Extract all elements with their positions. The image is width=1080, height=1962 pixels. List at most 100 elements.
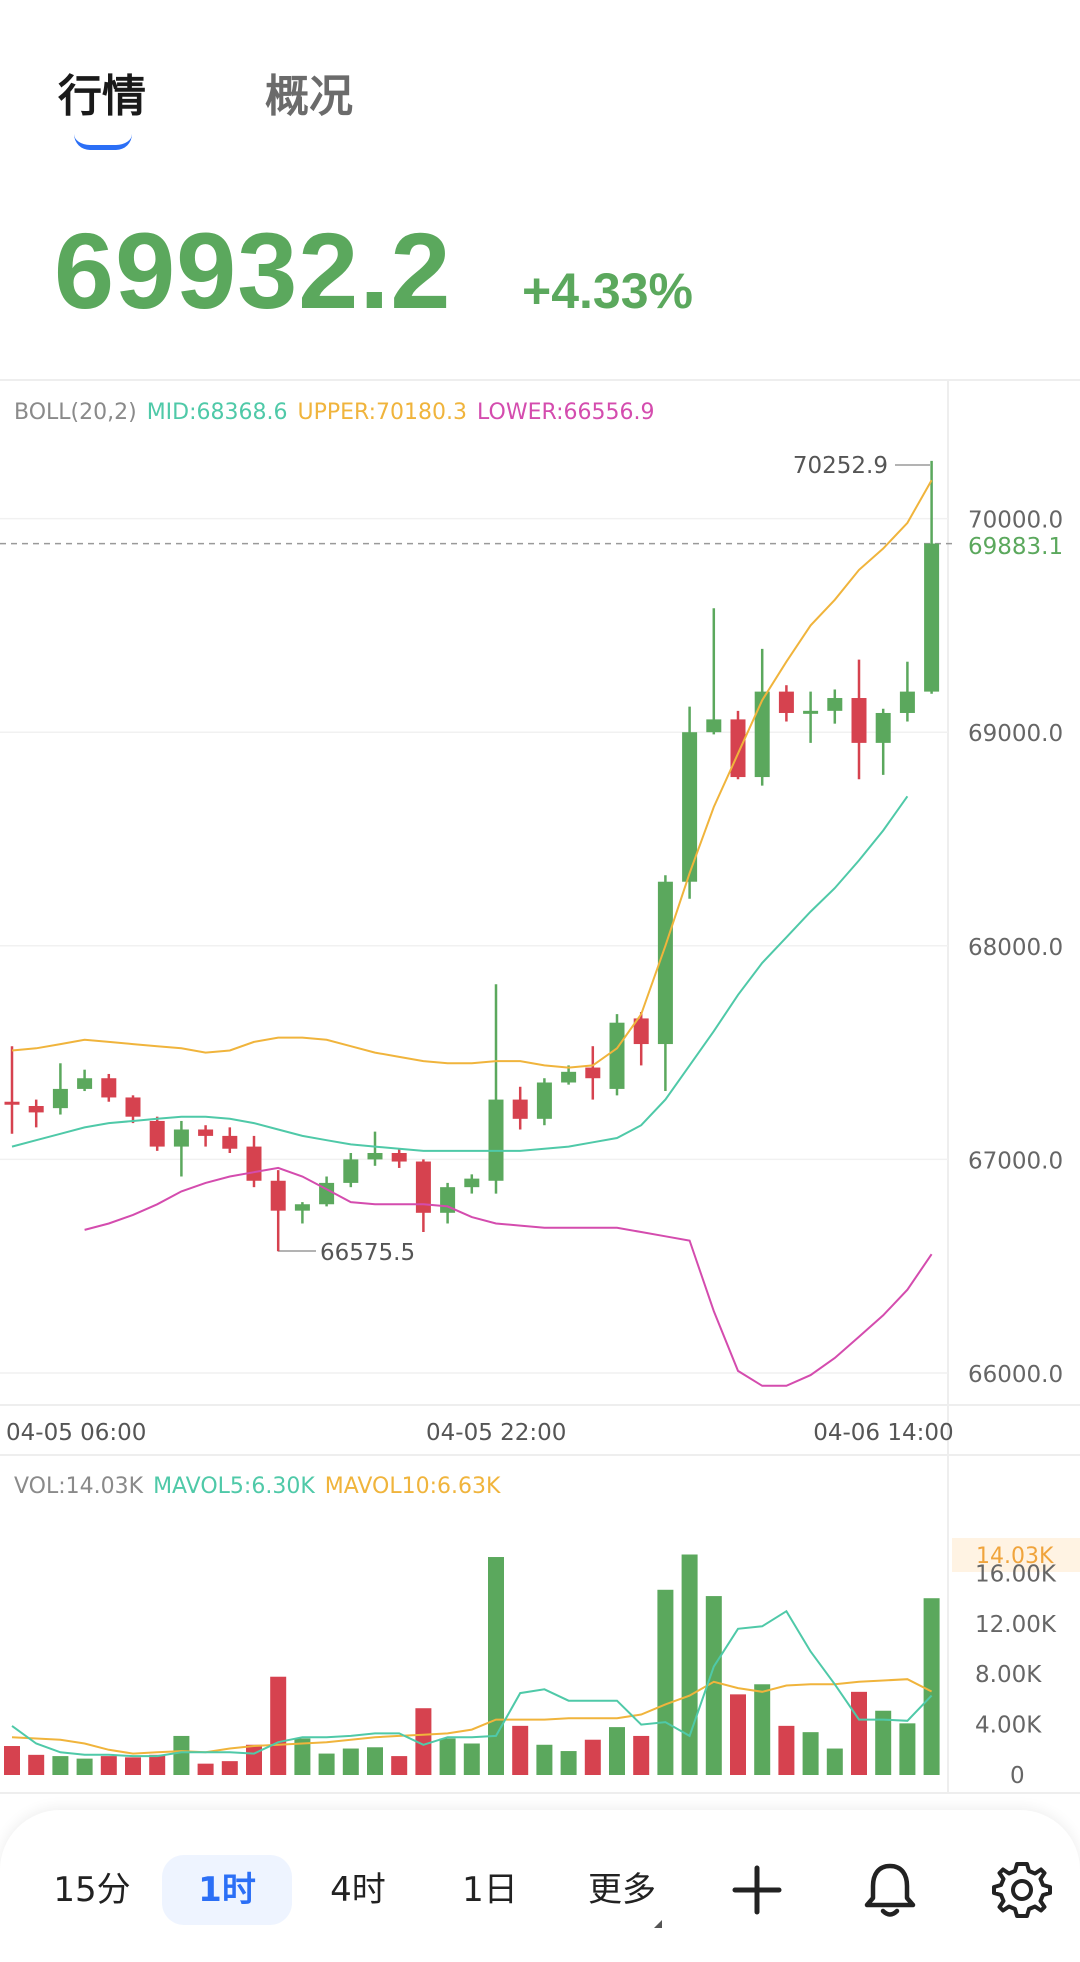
plus-icon[interactable] — [725, 1858, 789, 1922]
volume-bar — [826, 1748, 843, 1775]
bell-icon[interactable] — [858, 1858, 922, 1922]
candle-body — [149, 1120, 165, 1147]
volume-bar — [512, 1725, 529, 1775]
volume-bar — [923, 1598, 940, 1775]
timeframe-1d[interactable]: 1日 — [462, 1870, 518, 1910]
volume-bar — [270, 1676, 287, 1775]
tab-market[interactable]: 行情 — [58, 71, 146, 122]
volume-bar — [391, 1756, 408, 1775]
boll-mid-line — [11, 795, 909, 1152]
candle-body — [198, 1129, 214, 1136]
boll-lower-line — [84, 1166, 933, 1387]
candle-body — [294, 1204, 310, 1211]
candle-body — [706, 719, 722, 733]
candle-body — [77, 1078, 93, 1089]
candle-body — [4, 1101, 20, 1105]
volume-bar — [584, 1739, 601, 1775]
candle-body — [633, 1018, 649, 1045]
candle-body — [125, 1097, 141, 1117]
volume-bar — [294, 1738, 311, 1775]
mavol5-line — [11, 1609, 933, 1758]
candle-body — [270, 1180, 286, 1211]
candle-body — [827, 698, 843, 711]
volume-axis-tick: 16.00K — [975, 1561, 1057, 1587]
volume-bar — [246, 1744, 262, 1775]
volume-bar — [488, 1557, 504, 1775]
gear-icon[interactable] — [990, 1858, 1054, 1922]
price-axis-tick: 68000.0 — [968, 935, 1063, 961]
candle-body — [730, 719, 746, 778]
timeframe-1h[interactable]: 1时 — [162, 1855, 292, 1925]
volume-bar — [342, 1748, 359, 1775]
candle-body — [28, 1106, 44, 1113]
volume-bar — [609, 1727, 625, 1775]
current-volume-tag: 14.03K — [976, 1544, 1054, 1569]
candle-body — [803, 710, 819, 714]
candle-body — [488, 1099, 504, 1181]
candle-body — [101, 1078, 117, 1098]
volume-axis-tick: 4.00K — [975, 1713, 1042, 1739]
candle-body — [754, 691, 770, 778]
volume-bar — [899, 1723, 916, 1775]
volume-bar — [754, 1684, 771, 1775]
timeframe-4h[interactable]: 4时 — [330, 1870, 386, 1910]
mavol5-label: MAVOL5:6.30K — [153, 1474, 315, 1499]
timeframe-15m[interactable]: 15分 — [53, 1870, 131, 1910]
candle-body — [367, 1152, 383, 1160]
volume-bar — [705, 1596, 722, 1775]
volume-bar — [802, 1732, 819, 1775]
price-axis-tick: 70000.0 — [968, 508, 1063, 534]
volume-bar — [197, 1763, 214, 1775]
volume-bar — [633, 1735, 650, 1775]
boll-lower-value: LOWER:66556.9 — [477, 400, 654, 425]
more-dropdown-indicator — [654, 1920, 662, 1928]
volume-axis-tick: 0 — [1010, 1763, 1025, 1789]
candle-body — [246, 1146, 262, 1181]
candle-body — [536, 1082, 552, 1119]
volume-axis-tick: 12.00K — [975, 1612, 1057, 1638]
candle-body — [585, 1067, 601, 1079]
time-axis-tick: 04-06 14:00 — [813, 1420, 953, 1446]
vol-label: VOL:14.03K — [14, 1474, 144, 1499]
volume-bar — [657, 1589, 674, 1775]
volume-axis-tick: 8.00K — [975, 1662, 1042, 1688]
mavol10-label: MAVOL10:6.63K — [325, 1474, 501, 1499]
price-chart[interactable]: BOLL(20,2) MID:68368.6 UPPER:70180.3 LOW… — [0, 0, 1080, 1810]
candle-body — [173, 1129, 189, 1147]
current-price-tag: 69883.1 — [968, 534, 1063, 560]
volume-bar — [28, 1754, 45, 1775]
candle-body — [222, 1135, 238, 1149]
candle-body — [778, 691, 794, 713]
tab-overview[interactable]: 概况 — [265, 71, 353, 122]
volume-bar — [851, 1691, 867, 1775]
volume-bar — [100, 1756, 117, 1775]
volume-bar — [173, 1735, 190, 1775]
current-price-tag-bg — [952, 528, 1080, 564]
candle-body — [512, 1099, 528, 1119]
candle-body — [391, 1152, 407, 1162]
active-tab-indicator — [74, 134, 132, 150]
candle-body — [899, 691, 915, 713]
boll-label: BOLL(20,2) — [14, 400, 137, 425]
candle-body — [52, 1088, 68, 1109]
candle-body — [682, 732, 698, 882]
candle-body — [343, 1159, 359, 1183]
price-axis-tick: 67000.0 — [968, 1148, 1063, 1174]
volume-bar — [439, 1738, 456, 1775]
volume-bar — [52, 1756, 69, 1775]
price-change-percent: +4.33% — [522, 263, 693, 319]
volume-bar — [560, 1751, 577, 1775]
candle-body — [875, 712, 891, 743]
volume-bar — [367, 1747, 383, 1775]
volume-bar — [463, 1743, 480, 1775]
candle-body — [464, 1178, 480, 1188]
mavol10-line — [11, 1678, 933, 1755]
candle-body — [851, 698, 867, 743]
candle-body — [924, 543, 940, 692]
price-axis-tick: 66000.0 — [968, 1362, 1063, 1388]
low-price-label: 66575.5 — [320, 1240, 415, 1266]
timeframe-more[interactable]: 更多 — [588, 1870, 656, 1910]
volume-bar — [778, 1725, 795, 1775]
volume-bar — [125, 1757, 141, 1775]
volume-bar — [415, 1708, 432, 1775]
